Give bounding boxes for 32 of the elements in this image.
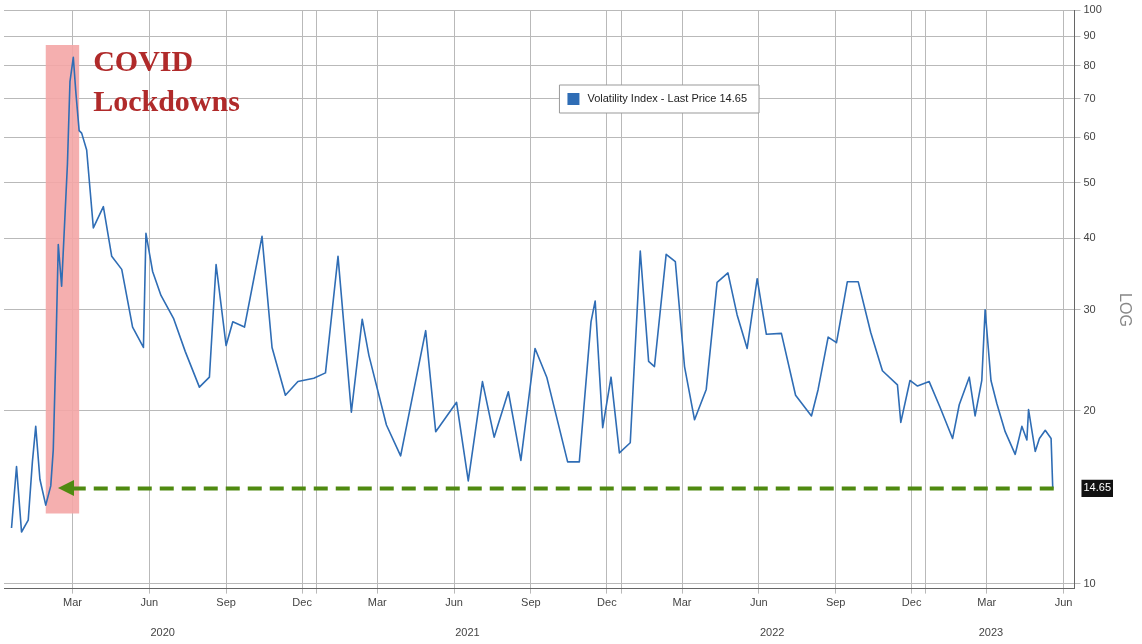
x-tick-label: Mar [672, 596, 692, 609]
y-tick-label: 40 [1083, 231, 1096, 244]
y-tick-label: 30 [1083, 302, 1096, 315]
legend-label: Volatility Index - Last Price 14.65 [587, 92, 748, 105]
y-tick-label: 70 [1083, 91, 1096, 104]
x-tick-label: Sep [825, 596, 846, 609]
x-tick-label: Dec [901, 596, 922, 609]
x-tick-label: Jun [749, 596, 768, 609]
x2-tick-label: 2022 [759, 626, 785, 639]
x-tick-label: Jun [445, 596, 463, 609]
y-tick-label: 90 [1083, 29, 1096, 42]
band-label: COVID Lockdowns [93, 43, 240, 117]
x-tick-label: Sep [216, 596, 236, 609]
x-tick-label: Sep [521, 596, 541, 609]
y-tick-label: 10 [1083, 576, 1096, 589]
y-tick-label: 20 [1083, 403, 1096, 416]
y-tick-label: 60 [1083, 130, 1096, 143]
x2-tick-label: 2021 [455, 626, 480, 639]
y-tick-label: 50 [1083, 175, 1096, 188]
x-tick-label: Mar [62, 596, 83, 609]
x-tick-label: Mar [977, 596, 997, 609]
x2-tick-label: 2023 [978, 626, 1004, 639]
y-tick-label: 100 [1083, 3, 1102, 16]
y-tick-label: 80 [1083, 58, 1096, 71]
text: LOG [1117, 293, 1134, 327]
y-tick-label: 14.65 [1083, 481, 1111, 494]
x2-tick-label: 2020 [150, 626, 175, 639]
x-tick-label: Mar [367, 596, 388, 609]
x-tick-label: Dec [292, 596, 313, 609]
x-tick-label: Jun [140, 596, 159, 609]
x-tick-label: Dec [597, 596, 618, 609]
x-tick-label: Jun [1054, 596, 1073, 609]
